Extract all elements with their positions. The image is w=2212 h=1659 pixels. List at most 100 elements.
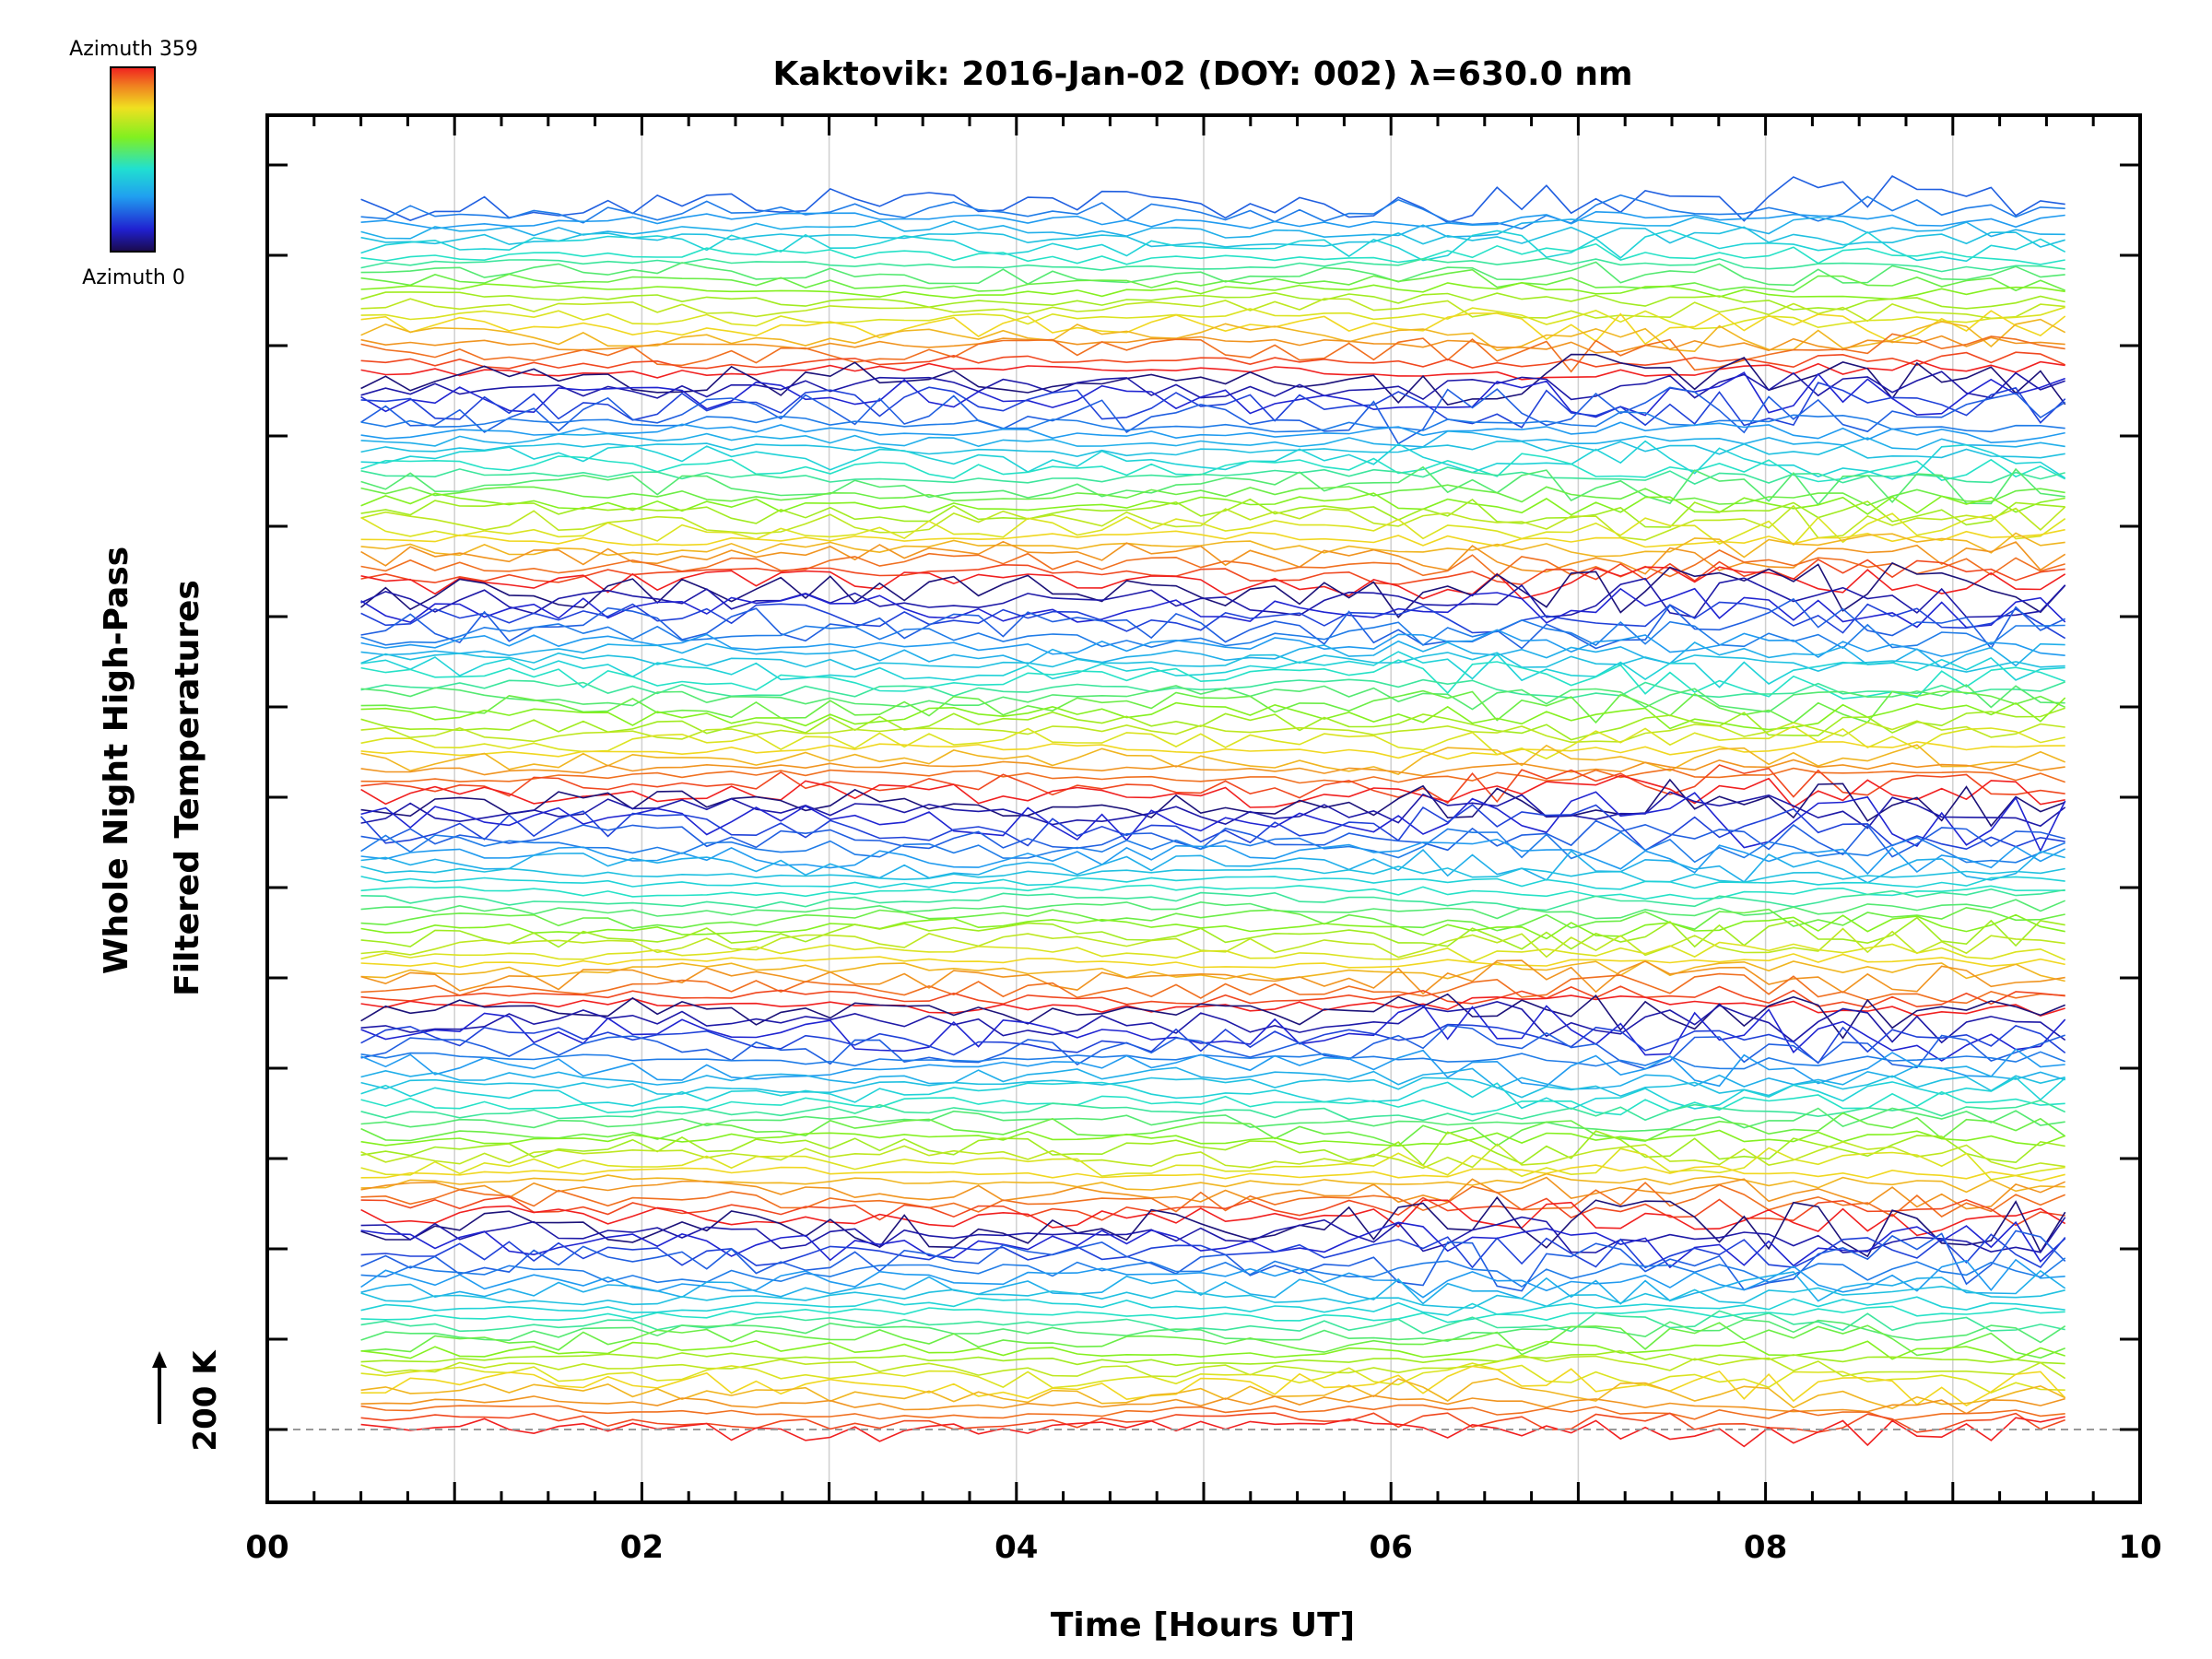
series-line (360, 242, 2065, 265)
series-line (360, 720, 2065, 744)
series-line (360, 1077, 2066, 1111)
series-line (360, 512, 2066, 547)
series-line (360, 697, 2066, 731)
series-line (360, 498, 2065, 528)
series-line (360, 1233, 2066, 1269)
series-line (360, 819, 2065, 858)
series-line (360, 1112, 2066, 1147)
series-line (360, 1322, 2065, 1359)
series-line (360, 659, 2065, 700)
series-line (360, 335, 2065, 354)
series-line (360, 1340, 2065, 1361)
series-line (360, 828, 2065, 864)
series-line (360, 597, 2066, 650)
series-line (360, 548, 2065, 578)
series-line (360, 484, 2065, 507)
series-line (360, 532, 2065, 559)
scale-bar-arrow-head (152, 1351, 167, 1368)
series-line (360, 759, 2065, 777)
series-line (360, 764, 2065, 805)
series-line (360, 1310, 2065, 1335)
series-line (360, 441, 2065, 459)
x-tick-labels: 00 02 04 06 08 10 (245, 1529, 2161, 1566)
series-line (360, 1147, 2065, 1181)
series-line (360, 1164, 2065, 1182)
series-line (360, 382, 2066, 429)
series-line (360, 1285, 2065, 1310)
series-line (360, 744, 2066, 775)
series-line (360, 953, 2065, 969)
series-line (360, 421, 2065, 444)
series-line (360, 707, 2065, 741)
series-line (360, 1107, 2065, 1133)
series-line (360, 916, 2065, 950)
series-line (360, 351, 2066, 370)
series-line (360, 1269, 2066, 1305)
series-line (360, 884, 2065, 900)
series-line (360, 774, 2065, 808)
series-line (360, 1065, 2065, 1090)
series-line (360, 689, 2066, 724)
x-tick-label: 00 (245, 1529, 288, 1566)
series-line (360, 972, 2065, 1005)
series-line (360, 1258, 2065, 1299)
series-line (360, 1349, 2065, 1367)
series-line (360, 306, 2065, 330)
series-line (360, 1318, 2066, 1344)
series-line (360, 906, 2065, 932)
series-line (360, 1377, 2066, 1410)
y-axis-label-line2: Filtered Temperatures (169, 580, 206, 996)
series-line (360, 465, 2065, 506)
series-line (360, 466, 2065, 485)
x-tick-label: 04 (994, 1529, 1038, 1566)
series-line (360, 1412, 2065, 1433)
series-line (360, 959, 2065, 995)
series-line (360, 849, 2065, 884)
series-line (360, 429, 2065, 451)
series-group (360, 174, 2066, 1448)
x-tick-label: 02 (620, 1529, 664, 1566)
series-line (360, 1230, 2066, 1292)
series-line (360, 1090, 2065, 1116)
series-line (360, 1004, 2066, 1062)
series-line (360, 561, 2066, 618)
series-line (360, 371, 2065, 401)
series-line (360, 1100, 2066, 1122)
series-line (360, 298, 2065, 323)
series-line (360, 629, 2065, 659)
series-line (360, 791, 2066, 830)
scale-bar-label: 200 K (187, 1349, 224, 1452)
series-line (360, 651, 2065, 688)
series-line (360, 261, 2065, 287)
x-tick-label: 08 (1744, 1529, 1787, 1566)
series-line (360, 353, 2066, 406)
series-line (360, 1075, 2065, 1099)
series-line (360, 959, 2065, 982)
series-line (360, 587, 2066, 629)
series-line (360, 985, 2065, 1009)
series-line (360, 194, 2065, 229)
series-line (360, 1365, 2066, 1407)
series-line (360, 941, 2066, 963)
series-line (360, 453, 2066, 483)
series-line (360, 268, 2066, 293)
colorbar-top-label: Azimuth 359 (69, 38, 198, 61)
series-line (360, 359, 2065, 381)
series-line (360, 1394, 2065, 1415)
series-line (360, 226, 2065, 248)
series-line (360, 1305, 2065, 1324)
axis-ticks (267, 115, 2140, 1502)
series-line (360, 913, 2065, 940)
series-line (360, 1416, 2065, 1448)
series-line (360, 1024, 2065, 1070)
series-line (360, 724, 2065, 759)
x-tick-label: 10 (2118, 1529, 2161, 1566)
series-line (360, 876, 2065, 890)
series-line (360, 601, 2066, 640)
series-line (360, 1195, 2065, 1227)
series-line (360, 210, 2065, 229)
scale-bar: 200 K (152, 1349, 224, 1452)
series-line (360, 865, 2065, 884)
series-line (360, 528, 2065, 548)
